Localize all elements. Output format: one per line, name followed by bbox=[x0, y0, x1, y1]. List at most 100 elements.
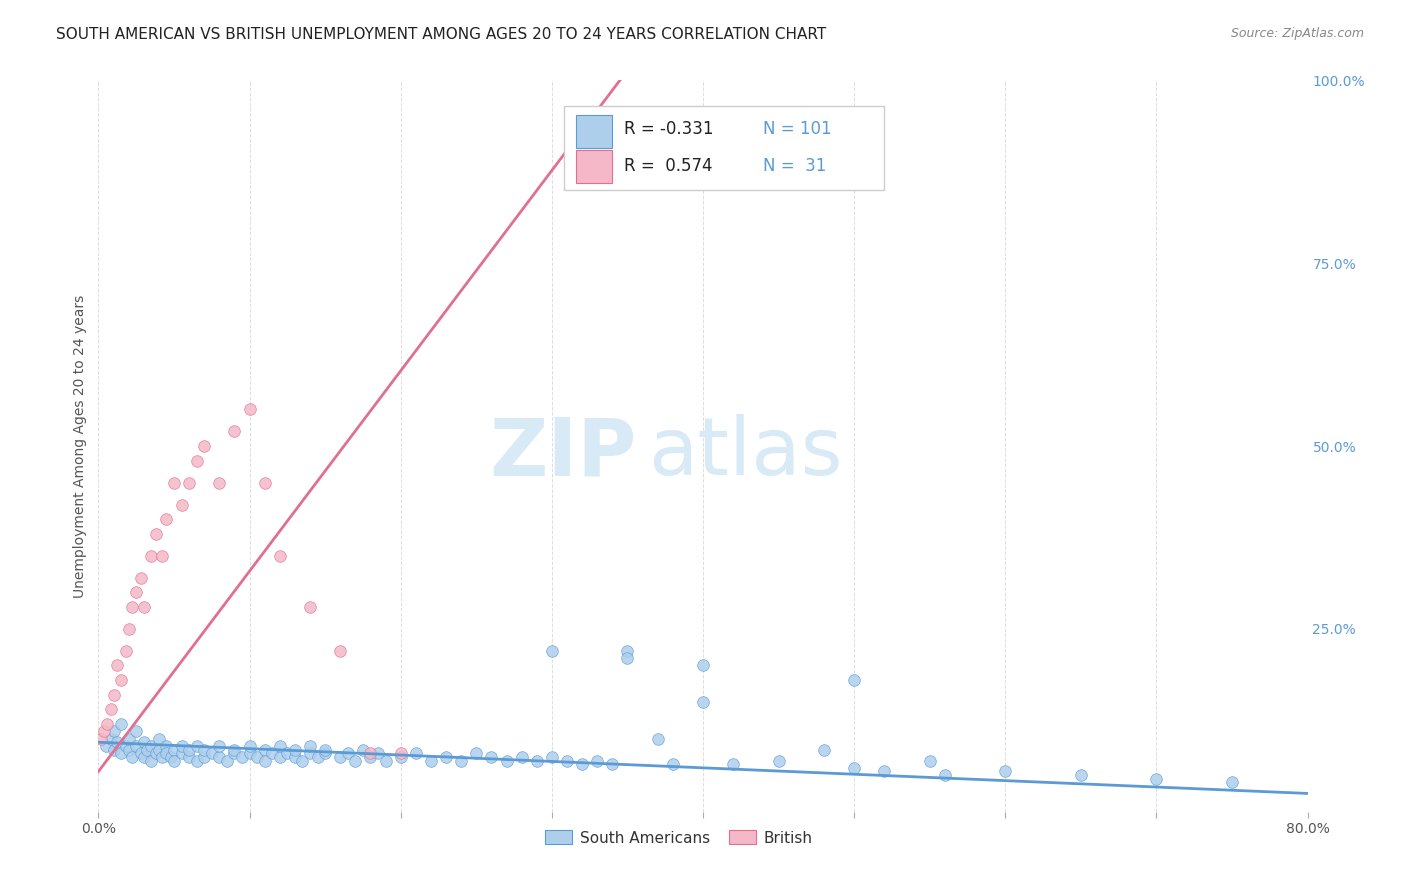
Point bbox=[103, 688, 125, 702]
Point bbox=[374, 754, 396, 768]
Point bbox=[253, 742, 276, 756]
Point bbox=[994, 764, 1017, 779]
Point bbox=[132, 749, 155, 764]
Point bbox=[148, 742, 170, 756]
Point bbox=[360, 746, 382, 760]
Point bbox=[132, 599, 155, 614]
Point bbox=[481, 749, 503, 764]
Point bbox=[224, 425, 246, 439]
Point bbox=[163, 475, 186, 490]
Point bbox=[100, 731, 122, 746]
Point bbox=[299, 739, 322, 753]
Point bbox=[141, 739, 163, 753]
Point bbox=[934, 768, 956, 782]
Point bbox=[284, 749, 307, 764]
Point bbox=[208, 749, 231, 764]
Point bbox=[132, 735, 155, 749]
Point bbox=[692, 695, 714, 709]
Point bbox=[246, 749, 269, 764]
Point bbox=[231, 749, 253, 764]
Point bbox=[150, 749, 173, 764]
Point bbox=[118, 622, 141, 636]
Point bbox=[100, 702, 122, 716]
FancyBboxPatch shape bbox=[576, 115, 613, 148]
Point bbox=[155, 512, 177, 526]
Y-axis label: Unemployment Among Ages 20 to 24 years: Unemployment Among Ages 20 to 24 years bbox=[73, 294, 87, 598]
Point bbox=[179, 749, 201, 764]
Point bbox=[103, 742, 125, 756]
Point bbox=[110, 746, 132, 760]
Point bbox=[253, 754, 276, 768]
Point bbox=[141, 549, 163, 563]
Point bbox=[239, 739, 262, 753]
Point bbox=[336, 746, 359, 760]
Point bbox=[201, 746, 224, 760]
Point bbox=[360, 749, 382, 764]
Point bbox=[148, 731, 170, 746]
Point bbox=[495, 754, 517, 768]
Point bbox=[145, 526, 167, 541]
Point bbox=[420, 754, 443, 768]
Point bbox=[193, 742, 215, 756]
FancyBboxPatch shape bbox=[564, 106, 884, 190]
Point bbox=[155, 739, 177, 753]
Text: R = -0.331: R = -0.331 bbox=[624, 120, 714, 138]
Point bbox=[125, 739, 148, 753]
Point bbox=[141, 754, 163, 768]
Point bbox=[96, 717, 118, 731]
Point bbox=[125, 724, 148, 739]
Point bbox=[844, 673, 866, 687]
Point bbox=[114, 739, 136, 753]
Point bbox=[193, 749, 215, 764]
Point bbox=[239, 746, 262, 760]
Point bbox=[121, 599, 143, 614]
Point bbox=[105, 658, 128, 673]
Point bbox=[90, 731, 112, 746]
Point bbox=[1070, 768, 1092, 782]
Point bbox=[193, 439, 215, 453]
Point bbox=[269, 739, 291, 753]
Point bbox=[160, 749, 183, 764]
Point bbox=[224, 742, 246, 756]
Point bbox=[155, 746, 177, 760]
FancyBboxPatch shape bbox=[576, 150, 613, 183]
Point bbox=[723, 757, 745, 772]
Point bbox=[389, 746, 412, 760]
Point bbox=[314, 746, 336, 760]
Point bbox=[262, 746, 284, 760]
Point bbox=[1220, 775, 1243, 789]
Point bbox=[540, 749, 562, 764]
Point bbox=[329, 749, 352, 764]
Point bbox=[186, 453, 208, 467]
Point bbox=[163, 754, 186, 768]
Point bbox=[367, 746, 389, 760]
Point bbox=[314, 742, 336, 756]
Point bbox=[103, 724, 125, 739]
Text: Source: ZipAtlas.com: Source: ZipAtlas.com bbox=[1230, 27, 1364, 40]
Point bbox=[844, 761, 866, 775]
Point bbox=[389, 749, 412, 764]
Point bbox=[150, 549, 173, 563]
Point bbox=[465, 746, 488, 760]
Point bbox=[692, 658, 714, 673]
Point bbox=[873, 764, 896, 779]
Point bbox=[269, 549, 291, 563]
Text: atlas: atlas bbox=[648, 414, 844, 492]
Point bbox=[616, 644, 638, 658]
Point bbox=[215, 754, 238, 768]
Text: N =  31: N = 31 bbox=[763, 157, 827, 175]
Text: ZIP: ZIP bbox=[489, 414, 637, 492]
Point bbox=[405, 746, 427, 760]
Point bbox=[526, 754, 548, 768]
Point bbox=[344, 754, 367, 768]
Text: R =  0.574: R = 0.574 bbox=[624, 157, 713, 175]
Point bbox=[118, 742, 141, 756]
Point bbox=[269, 749, 291, 764]
Point bbox=[291, 754, 314, 768]
Point bbox=[299, 599, 322, 614]
Point bbox=[163, 742, 186, 756]
Legend: South Americans, British: South Americans, British bbox=[538, 824, 818, 852]
Point bbox=[186, 754, 208, 768]
Point bbox=[299, 746, 322, 760]
Text: SOUTH AMERICAN VS BRITISH UNEMPLOYMENT AMONG AGES 20 TO 24 YEARS CORRELATION CHA: SOUTH AMERICAN VS BRITISH UNEMPLOYMENT A… bbox=[56, 27, 827, 42]
